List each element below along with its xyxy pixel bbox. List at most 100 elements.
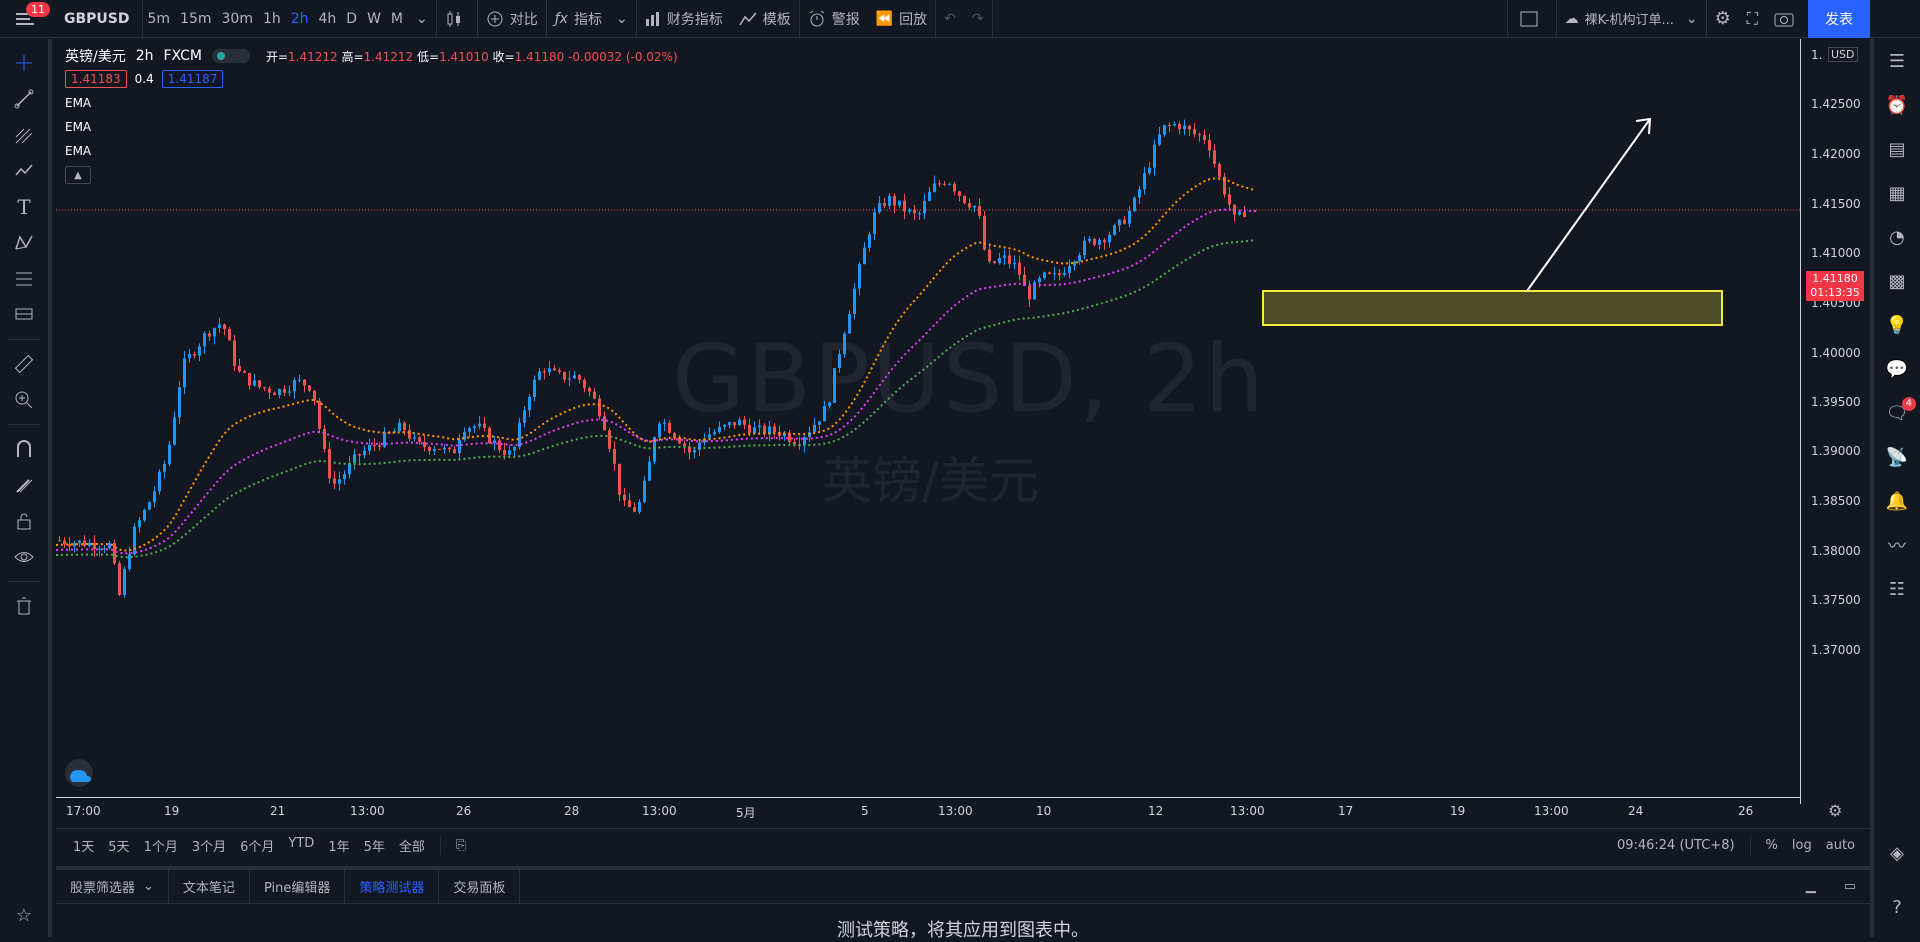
indicator-legend-ema-1[interactable]: EMA [65, 96, 92, 110]
collapse-legend-button[interactable]: ▲ [65, 166, 91, 184]
notifications-button[interactable]: 🔔 [1874, 479, 1920, 523]
fib-tool[interactable] [0, 261, 48, 297]
arrow-line[interactable] [1526, 118, 1651, 292]
pattern-tool[interactable] [0, 153, 48, 189]
help-button[interactable]: ? [1874, 885, 1920, 929]
candle-body [543, 371, 546, 373]
stay-drawing-tool[interactable] [0, 467, 48, 503]
tab-stock-screener[interactable]: 股票筛选器 ⌄ [56, 869, 169, 904]
replay-button[interactable]: ⏪ 回放 [868, 0, 935, 38]
news-button[interactable]: ▤ [1874, 127, 1920, 171]
calendar-button[interactable]: ▩ [1874, 259, 1920, 303]
xabcd-tool[interactable] [0, 225, 48, 261]
trendline-tool[interactable] [0, 81, 48, 117]
range-2[interactable]: 1个月 [143, 840, 178, 855]
log-scale-toggle[interactable]: log [1791, 838, 1812, 853]
interval-5m[interactable]: 5m [147, 10, 171, 27]
undo-button[interactable]: ↶ [936, 0, 964, 38]
chat-button[interactable]: 💬 [1874, 347, 1920, 391]
sell-button[interactable]: 1.41183 [65, 70, 127, 88]
settings-button[interactable]: ⚙ [1707, 0, 1739, 38]
interval-2h[interactable]: 2h [290, 10, 309, 27]
indicator-legend-ema-3[interactable]: EMA [65, 144, 92, 158]
layers-button[interactable]: ◈ [1874, 831, 1920, 875]
ruler-tool[interactable] [0, 346, 48, 382]
financials-button[interactable]: 财务指标 [637, 0, 731, 38]
watchlist-button[interactable]: ☰ [1874, 39, 1920, 83]
candle-body [343, 474, 346, 480]
tab-trading-panel[interactable]: 交易面板 [439, 869, 521, 904]
candle-body [1078, 255, 1081, 262]
range-6[interactable]: 1年 [328, 840, 350, 855]
layout-name-button[interactable]: ☁ 裸K-机构订单... ⌄ [1557, 0, 1706, 38]
templates-button[interactable]: 模板 [731, 0, 799, 38]
range-5[interactable]: YTD [288, 836, 315, 851]
interval-d[interactable]: D [346, 10, 358, 27]
crosshair-tool[interactable] [0, 45, 48, 81]
tab-text-notes[interactable]: 文本笔记 [169, 869, 250, 904]
magnet-tool[interactable] [0, 431, 48, 467]
hide-tool[interactable] [0, 539, 48, 575]
tab-pine-editor[interactable]: Pine编辑器 [250, 869, 346, 904]
favorites-tool[interactable]: ☆ [0, 897, 48, 933]
layout-button[interactable] [1508, 0, 1556, 38]
axis-settings-button[interactable]: ⚙ [1828, 801, 1842, 820]
price-axis[interactable]: 1. 1.42500 1.42000 1.41500 1.41000 1.40500 1.… [1800, 39, 1870, 804]
range-1[interactable]: 5天 [108, 840, 130, 855]
data-window-button[interactable]: ▦ [1874, 171, 1920, 215]
streams-button[interactable]: 📡 [1874, 435, 1920, 479]
range-0[interactable]: 1天 [73, 840, 95, 855]
candle-body [328, 449, 331, 479]
interval-30m[interactable]: 30m [221, 10, 253, 27]
compare-button[interactable]: 对比 [478, 0, 546, 38]
percent-scale-toggle[interactable]: % [1765, 838, 1778, 853]
indicators-button[interactable]: ƒx 指标 ⌄ [547, 0, 636, 38]
currency-label[interactable]: USD [1828, 47, 1858, 62]
interval-dropdown[interactable]: ⌄ [408, 0, 436, 38]
interval-15m[interactable]: 15m [180, 10, 212, 27]
interval-4h[interactable]: 4h [318, 10, 337, 27]
range-3[interactable]: 3个月 [191, 840, 227, 855]
redo-button[interactable]: ↷ [964, 0, 992, 38]
support-zone-rectangle[interactable] [1262, 290, 1723, 326]
chart-type-button[interactable] [437, 0, 477, 38]
interval-m[interactable]: M [390, 10, 404, 27]
clock-display[interactable]: 09:46:24 (UTC+8) [1616, 838, 1735, 853]
time-axis[interactable]: 17:00 19 21 13:00 26 28 13:00 5月 5 13:00 10 12 13:00… [56, 797, 1800, 823]
text-tool[interactable]: T [0, 189, 48, 225]
alert-button[interactable]: 警报 [800, 0, 868, 38]
messages-button[interactable]: 🗨 4 [1874, 391, 1920, 435]
range-7[interactable]: 5年 [363, 840, 385, 855]
interval-1h[interactable]: 1h [262, 10, 281, 27]
goto-date-button[interactable]: ⎘ [449, 838, 473, 853]
symbol-search[interactable]: GBPUSD [64, 10, 130, 27]
range-8[interactable]: 全部 [398, 840, 425, 855]
candle-body [278, 389, 281, 396]
remove-drawings-tool[interactable] [0, 588, 48, 624]
signals-button[interactable]: 〰 [1874, 523, 1920, 567]
maximize-panel-button[interactable]: ▭ [1830, 870, 1870, 904]
minimize-panel-button[interactable]: ▁ [1792, 870, 1830, 904]
candle-body [68, 544, 71, 547]
lock-tool[interactable] [0, 503, 48, 539]
publish-button[interactable]: 发表 [1808, 0, 1870, 38]
ideas-button[interactable]: 💡 [1874, 303, 1920, 347]
tab-strategy-tester[interactable]: 策略测试器 [345, 869, 440, 904]
buy-button[interactable]: 1.41187 [161, 70, 224, 88]
auto-scale-toggle[interactable]: auto [1825, 838, 1855, 853]
menu-button[interactable]: 11 [0, 0, 52, 38]
candle-body [133, 526, 136, 555]
indicator-legend-ema-2[interactable]: EMA [65, 120, 92, 134]
fullscreen-button[interactable]: ⛶ [1739, 0, 1766, 38]
price-chart[interactable] [56, 39, 1870, 824]
hotlist-button[interactable]: ◔ [1874, 215, 1920, 259]
depth-button[interactable]: ☷ [1874, 567, 1920, 611]
pitchfork-tool[interactable] [0, 117, 48, 153]
interval-w[interactable]: W [367, 10, 381, 27]
range-4[interactable]: 6个月 [240, 840, 275, 855]
zoom-tool[interactable] [0, 382, 48, 418]
alerts-panel-button[interactable]: ⏰ [1874, 83, 1920, 127]
snapshot-button[interactable] [1766, 0, 1808, 38]
market-status-toggle[interactable] [211, 49, 250, 63]
flag-tool[interactable] [0, 297, 48, 333]
